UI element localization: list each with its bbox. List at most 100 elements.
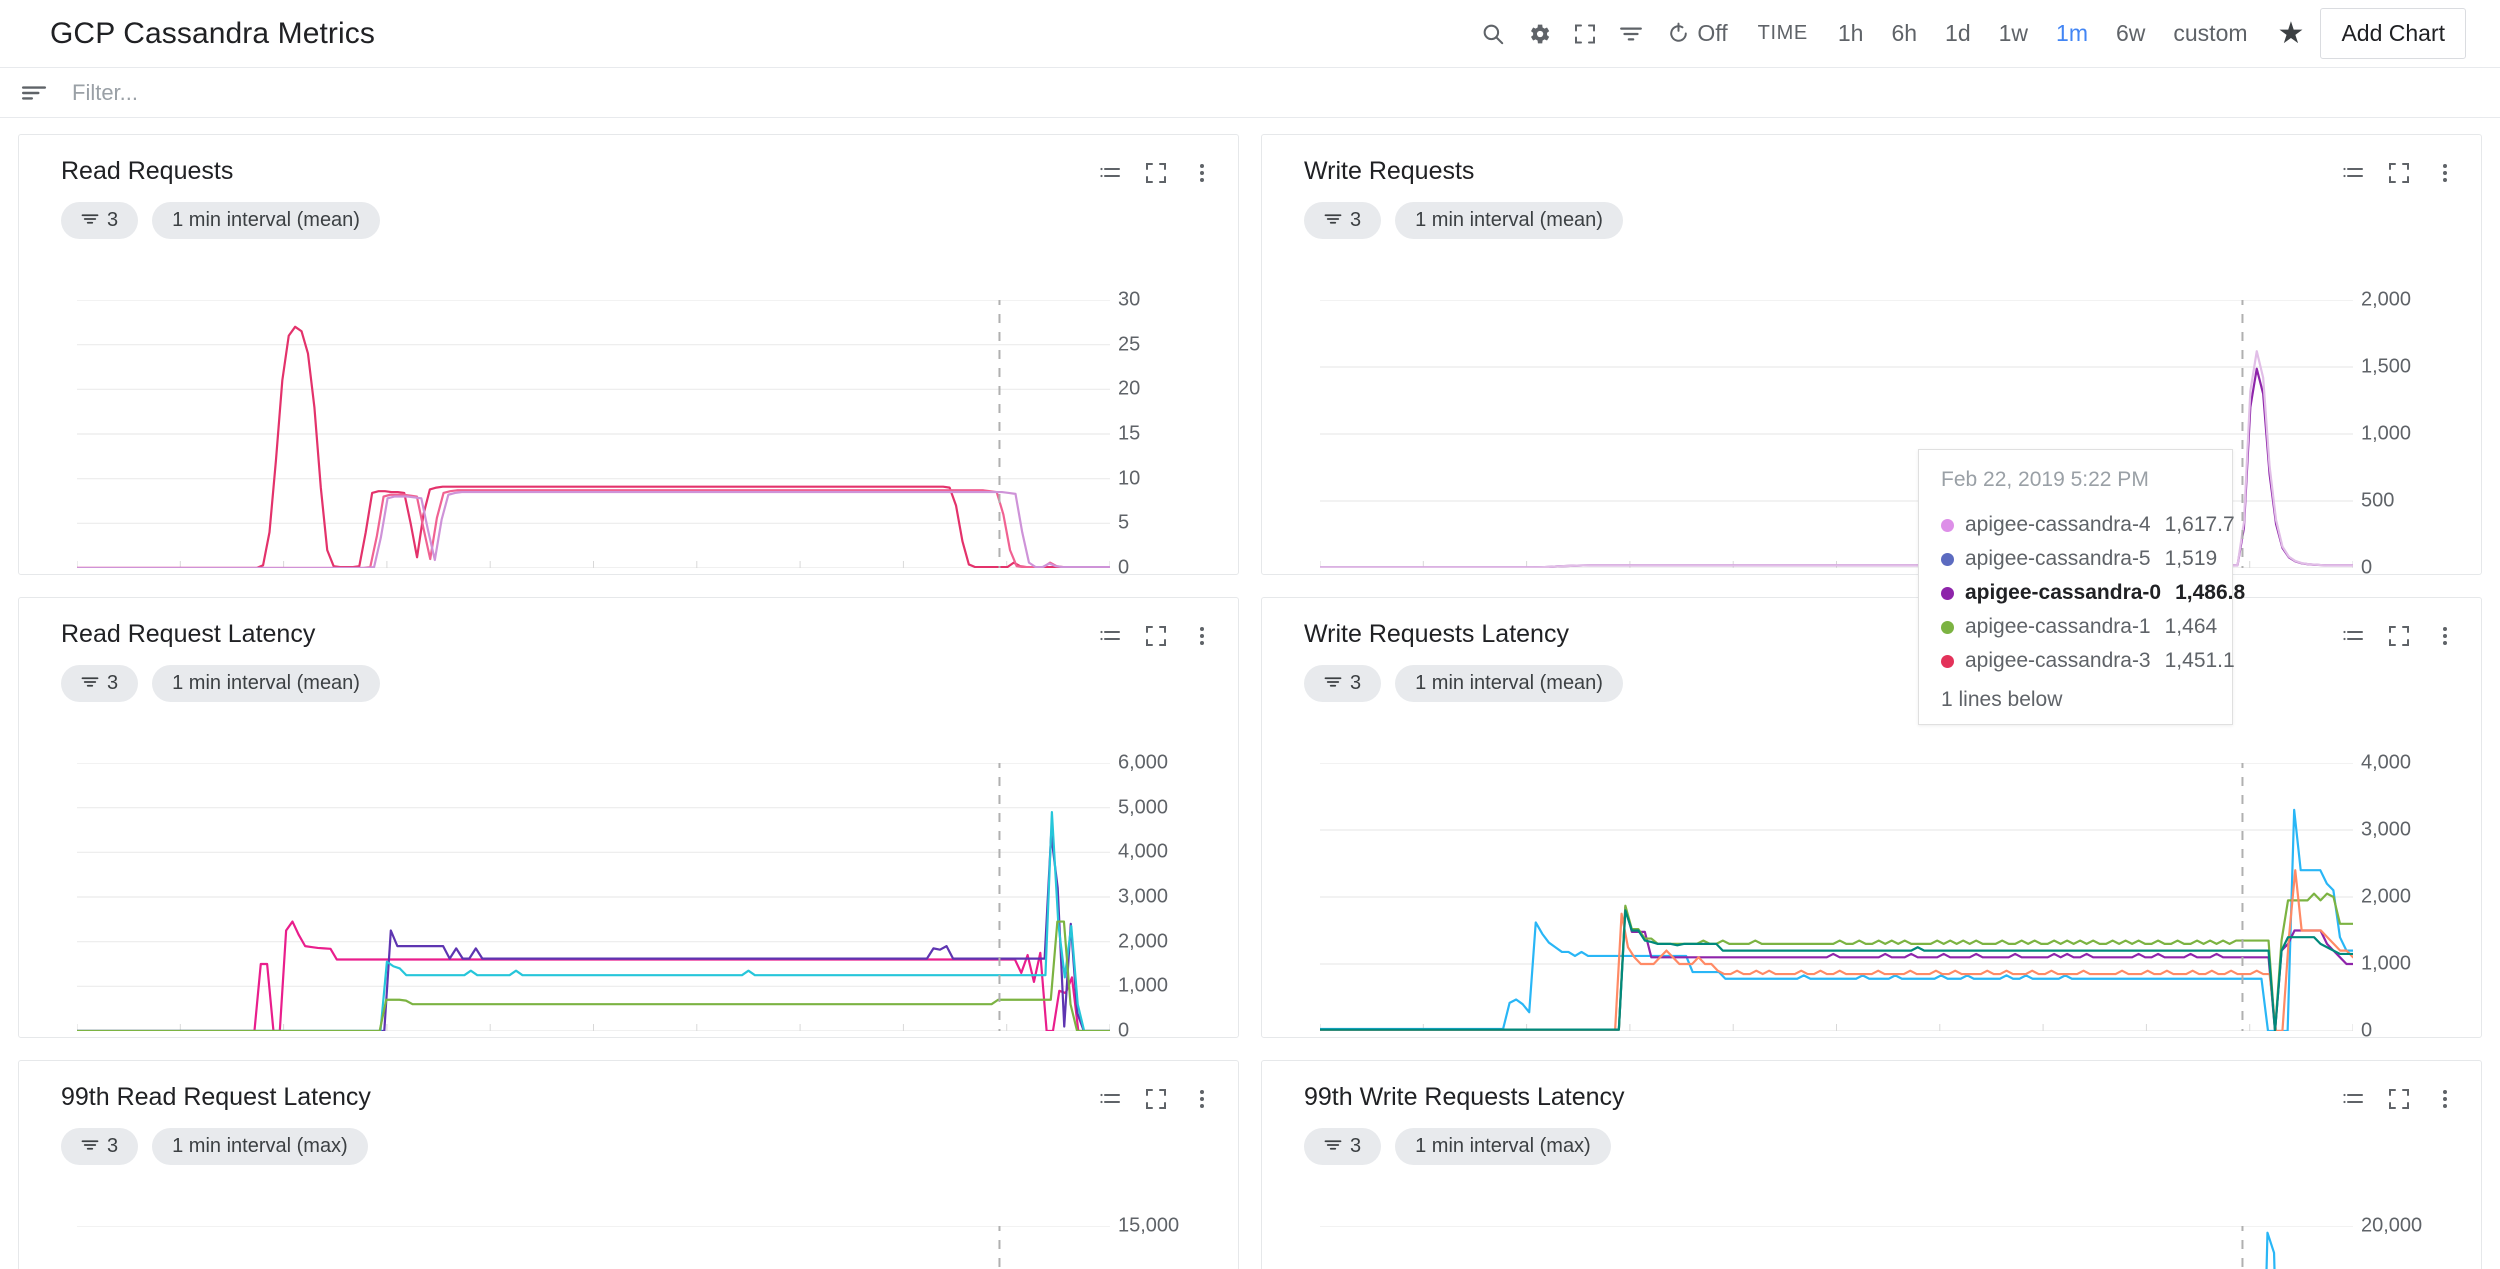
fullscreen-icon[interactable] xyxy=(1562,11,1608,57)
series-value: 1,486.8 xyxy=(2175,581,2246,604)
x-axis-tick: 5:15 xyxy=(2230,1035,2269,1037)
plot-write-requests-latency[interactable] xyxy=(1320,763,2353,1031)
expand-icon[interactable] xyxy=(1144,161,1168,185)
more-vert-icon[interactable] xyxy=(1190,161,1214,185)
search-icon[interactable] xyxy=(1470,11,1516,57)
legend-list-icon[interactable] xyxy=(1098,1087,1122,1111)
expand-icon[interactable] xyxy=(2387,624,2411,648)
y-axis-tick: 4,000 xyxy=(2361,751,2412,774)
chip-series-count[interactable]: 3 xyxy=(61,665,139,702)
expand-icon[interactable] xyxy=(1144,1087,1168,1111)
chip-series-count[interactable]: 3 xyxy=(1304,665,1382,702)
filter-lines-icon[interactable] xyxy=(14,80,54,106)
tooltip-row: apigee-cassandra-5 1,519 xyxy=(1919,542,2232,576)
y-axis-tick: 2,000 xyxy=(2361,885,2412,908)
series-value: 1,519 xyxy=(2164,547,2218,570)
chip-series-count[interactable]: 3 xyxy=(1304,202,1382,239)
legend-list-icon[interactable] xyxy=(1098,161,1122,185)
chip-label: 1 min interval (mean) xyxy=(1415,209,1603,231)
y-axis-tick: 5,000 xyxy=(1118,796,1169,819)
x-axis-tick: 3:45 xyxy=(1610,1035,1649,1037)
chip-interval[interactable]: 1 min interval (max) xyxy=(152,1128,368,1165)
y-axis-tick: 1,000 xyxy=(2361,952,2412,975)
chip-series-count[interactable]: 3 xyxy=(1304,1128,1382,1165)
legend-list-icon[interactable] xyxy=(2341,161,2365,185)
more-vert-icon[interactable] xyxy=(2433,161,2457,185)
range-1d[interactable]: 1d xyxy=(1945,20,1971,46)
plot-99th-write-requests-latency[interactable] xyxy=(1320,1226,2353,1269)
chip-interval[interactable]: 1 min interval (mean) xyxy=(1395,202,1623,239)
chip-interval[interactable]: 1 min interval (max) xyxy=(1395,1128,1611,1165)
auto-refresh-toggle[interactable]: Off xyxy=(1666,20,1728,47)
y-axis-labels: 20,000 xyxy=(2347,1215,2427,1269)
x-axis-tick: 3 PM xyxy=(54,1035,101,1037)
chip-label: 3 xyxy=(107,209,119,231)
chart-tooltip: Feb 22, 2019 5:22 PM apigee-cassandra-4 1… xyxy=(1918,449,2245,725)
x-axis-tick: 5:15 xyxy=(987,1035,1026,1037)
range-1w[interactable]: 1w xyxy=(1998,20,2029,46)
add-chart-button[interactable]: Add Chart xyxy=(2320,8,2466,59)
legend-list-icon[interactable] xyxy=(2341,1087,2365,1111)
more-vert-icon[interactable] xyxy=(2433,624,2457,648)
time-label: TIME xyxy=(1757,22,1808,44)
chart-area: 0 500 1,000 1,500 2,000 3 PM 3:15 3:30 3:45 4 PM… xyxy=(1297,289,2471,575)
panel-actions xyxy=(2341,1083,2457,1111)
panel-header: Write Requests Latency xyxy=(1262,598,2481,649)
gear-icon[interactable] xyxy=(1516,11,1562,57)
y-axis-labels: 0 5 10 15 20 25 30 xyxy=(1104,289,1184,575)
y-axis-tick: 0 xyxy=(1118,1019,1130,1038)
range-1h[interactable]: 1h xyxy=(1837,20,1864,46)
x-axis-tick: 4:45 xyxy=(2024,1035,2063,1037)
series-value: 1,451.1 xyxy=(2164,649,2235,672)
chip-series-count[interactable]: 3 xyxy=(61,1128,139,1165)
expand-icon[interactable] xyxy=(2387,161,2411,185)
star-icon[interactable]: ★ xyxy=(2277,16,2305,50)
range-6h[interactable]: 6h xyxy=(1891,20,1918,46)
more-vert-icon[interactable] xyxy=(1190,1087,1214,1111)
more-vert-icon[interactable] xyxy=(2433,1087,2457,1111)
plot-read-request-latency[interactable] xyxy=(77,763,1110,1031)
x-axis-tick: 3:30 xyxy=(1507,572,1546,574)
y-axis-tick: 1,500 xyxy=(2361,355,2412,378)
plot-99th-read-request-latency[interactable] xyxy=(77,1226,1110,1269)
y-axis-tick: 6,000 xyxy=(1118,751,1169,774)
filter-icon[interactable] xyxy=(1608,11,1654,57)
range-1m[interactable]: 1m xyxy=(2056,20,2088,46)
series-color-dot xyxy=(1941,552,1954,566)
y-axis-tick: 15 xyxy=(1118,422,1141,445)
x-axis-tick: 4:15 xyxy=(1817,1035,1856,1037)
more-vert-icon[interactable] xyxy=(1190,624,1214,648)
expand-icon[interactable] xyxy=(1144,624,1168,648)
chip-interval[interactable]: 1 min interval (mean) xyxy=(152,665,380,702)
x-axis-tick: 4 PM xyxy=(467,572,514,574)
panel-actions xyxy=(2341,157,2457,185)
x-axis-tick: 5:15 xyxy=(987,572,1026,574)
tooltip-rows: apigee-cassandra-4 1,617.7 apigee-cassandr… xyxy=(1919,508,2245,678)
chip-series-count[interactable]: 3 xyxy=(61,202,139,239)
y-axis-tick: 20,000 xyxy=(2361,1214,2423,1237)
tooltip-row: apigee-cassandra-4 1,617.7 xyxy=(1919,508,2235,542)
chip-interval[interactable]: 1 min interval (mean) xyxy=(152,202,380,239)
x-axis-labels: 3 PM 3:15 3:30 3:45 4 PM 4:15 4:30 4:45 5 PM 5:15… xyxy=(54,572,1130,574)
refresh-icon xyxy=(1666,21,1691,46)
expand-icon[interactable] xyxy=(2387,1087,2411,1111)
tooltip-row: apigee-cassandra-0 1,486.8 xyxy=(1919,576,2245,610)
filter-bar xyxy=(0,68,2500,118)
range-6w[interactable]: 6w xyxy=(2115,20,2146,46)
filter-input[interactable] xyxy=(72,79,672,106)
panel-header: Read Request Latency xyxy=(19,598,1238,649)
plot-read-requests[interactable] xyxy=(77,300,1110,568)
tooltip-more-label: 1 lines below xyxy=(1941,688,2063,711)
legend-list-icon[interactable] xyxy=(2341,624,2365,648)
range-custom[interactable]: custom xyxy=(2173,20,2248,46)
panel-read-request-latency: Read Request Latency 3 1 min interval (m… xyxy=(18,597,1239,1038)
x-axis-tick: 3 PM xyxy=(1297,572,1344,574)
y-axis-tick: 2,000 xyxy=(1118,930,1169,953)
panel-header: Write Requests xyxy=(1262,135,2481,186)
panel-chips: 3 1 min interval (max) xyxy=(1262,1112,2481,1165)
refresh-state-label: Off xyxy=(1697,20,1728,46)
chip-interval[interactable]: 1 min interval (mean) xyxy=(1395,665,1623,702)
legend-list-icon[interactable] xyxy=(1098,624,1122,648)
x-axis-tick: 5:30 xyxy=(2334,572,2373,574)
